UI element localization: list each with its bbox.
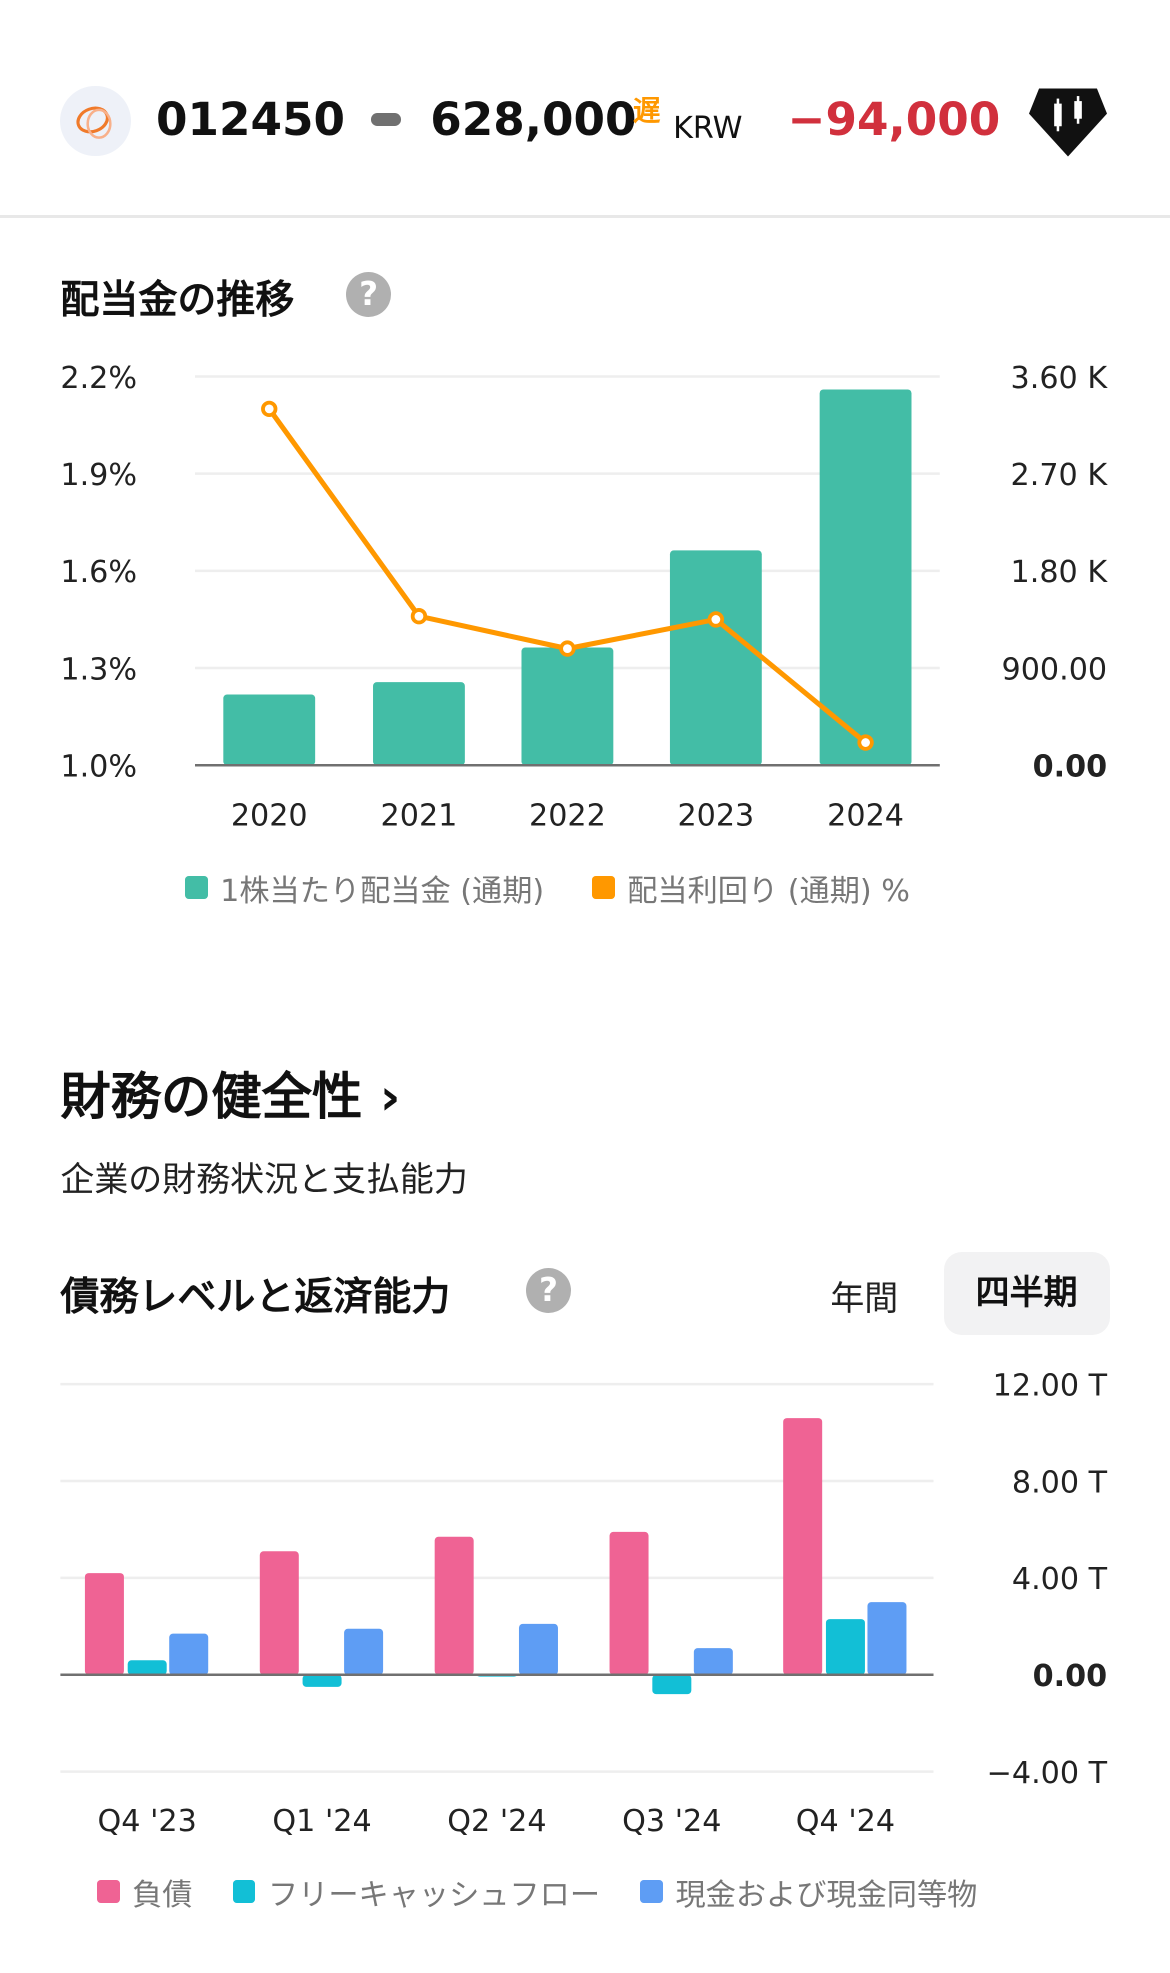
toggle-quarterly-label: 四半期 (975, 1272, 1078, 1313)
right-axis-tick: −4.00 T (987, 1756, 1108, 1791)
right-axis-tick: 2.70 K (1011, 458, 1109, 493)
x-axis-label: Q2 '24 (447, 1804, 546, 1839)
bar-fcf (825, 1618, 865, 1675)
x-axis-label: 2020 (231, 798, 308, 833)
right-axis-tick: 0.00 (1033, 1659, 1107, 1694)
legend-dividend-yield: 配当利回り (通期) % (627, 873, 910, 909)
company-logo (60, 85, 131, 156)
price: 628,000 (430, 93, 637, 147)
currency: KRW (673, 110, 743, 146)
help-icon[interactable]: ? (525, 1268, 572, 1314)
left-axis-tick: 1.3% (60, 652, 137, 687)
toggle-annual[interactable]: 年間 (830, 1278, 899, 1319)
bar-debt (609, 1531, 649, 1675)
yield-point (707, 610, 725, 628)
right-axis-tick: 900.00 (1001, 652, 1107, 687)
right-axis-tick: 3.60 K (1011, 360, 1109, 395)
x-axis-label: Q4 '23 (98, 1804, 197, 1839)
legend-swatch-yield (592, 876, 615, 899)
x-axis-label: 2024 (827, 798, 904, 833)
bar-debt (84, 1572, 124, 1675)
right-axis-tick: 1.80 K (1011, 555, 1109, 590)
x-axis-label: 2022 (529, 798, 606, 833)
bar-cash (169, 1633, 209, 1675)
yield-point (410, 607, 428, 625)
dividend-bar (819, 389, 912, 765)
yield-point (261, 400, 278, 417)
bar-fcf (652, 1674, 692, 1694)
x-axis-label: Q4 '24 (796, 1804, 895, 1839)
x-axis-label: Q1 '24 (272, 1804, 371, 1839)
bar-debt (259, 1551, 299, 1675)
price-change: −94,000 (787, 93, 1001, 147)
legend-debt: 負債 (132, 1877, 193, 1913)
financial-health-link[interactable]: 財務の健全性 › (60, 1057, 400, 1129)
delayed-badge: 遅 (632, 94, 661, 128)
chevron-right-icon: › (379, 1066, 401, 1126)
legend-swatch-cash (640, 1880, 663, 1903)
legend-swatch-fcf (232, 1880, 256, 1903)
x-axis-label: 2023 (677, 798, 754, 833)
right-axis-tick: 0.00 (1033, 749, 1107, 784)
legend-swatch-debt (96, 1880, 120, 1903)
bar-cash (867, 1601, 907, 1675)
legend-fcf: フリーキャッシュフロー (267, 1877, 601, 1913)
legend-dividend-per-share: 1株当たり配当金 (通期) (220, 873, 545, 909)
ticker-symbol: 012450 (156, 93, 346, 147)
yield-point (559, 640, 576, 657)
dividend-bar (669, 550, 762, 765)
bar-fcf (127, 1659, 167, 1675)
yield-point (857, 734, 874, 751)
dividend-bar (521, 647, 614, 765)
bar-debt (434, 1536, 474, 1675)
right-axis-tick: 8.00 T (1012, 1465, 1108, 1500)
dividend-legend: 1株当たり配当金 (通期) 配当利回り (通期) % (184, 866, 910, 910)
bar-cash (693, 1647, 733, 1675)
financial-health-subtitle: 企業の財務状況と支払能力 (60, 1160, 468, 1201)
left-axis-tick: 1.0% (60, 749, 137, 784)
dividend-bar (373, 681, 465, 765)
bar-cash (518, 1623, 558, 1675)
legend-cash: 現金および現金同等物 (675, 1877, 978, 1913)
debt-title: 債務レベルと返済能力 (60, 1274, 451, 1320)
financial-health-title: 財務の健全性 (60, 1066, 363, 1126)
x-axis-label: 2021 (381, 798, 458, 833)
debt-legend: 負債 フリーキャッシュフロー 現金および現金同等物 (96, 1870, 978, 1914)
bar-fcf (302, 1674, 342, 1687)
candlestick-icon (1029, 88, 1108, 157)
toggle-quarterly[interactable]: 四半期 (943, 1251, 1110, 1335)
dividend-chart: 2.2% 3.60 K 1.9% 2.70 K 1.6% 1.80 K 1.3% 900.00… (60, 360, 1109, 833)
left-axis-tick: 1.9% (60, 458, 137, 493)
bar-cash (344, 1628, 384, 1675)
legend-swatch-dividend (184, 876, 208, 899)
debt-chart: 12.00 T 8.00 T 4.00 T 0.00 −4.00 T Q4 '23 Q1 '… (60, 1368, 1108, 1839)
header-divider (0, 215, 1170, 218)
bar-debt (783, 1417, 823, 1675)
separator-dash (371, 113, 402, 126)
left-axis-tick: 2.2% (60, 360, 137, 395)
company-logo-swirl-icon (76, 106, 112, 139)
dividend-bar (223, 694, 316, 765)
chart-view-button[interactable] (1029, 86, 1108, 164)
left-axis-tick: 1.6% (60, 555, 137, 590)
dividend-title: 配当金の推移 (60, 278, 295, 324)
help-icon[interactable]: ? (345, 271, 392, 318)
right-axis-tick: 12.00 T (993, 1368, 1108, 1403)
x-axis-label: Q3 '24 (622, 1804, 721, 1839)
right-axis-tick: 4.00 T (1012, 1562, 1108, 1597)
